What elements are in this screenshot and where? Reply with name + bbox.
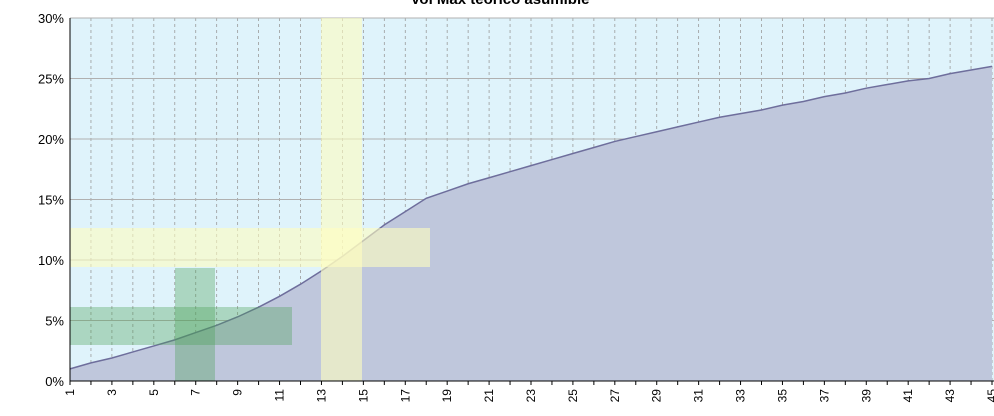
- x-tick-label: 1: [63, 389, 77, 396]
- x-tick-label: 17: [398, 389, 412, 403]
- x-tick-label: 5: [147, 389, 161, 396]
- line: [69, 65, 993, 370]
- yellow-band-h: [70, 228, 430, 267]
- marks: [69, 65, 993, 382]
- x-tick-label: 9: [231, 389, 245, 396]
- green-band-h: [70, 307, 292, 345]
- x-tick-label: 13: [314, 389, 328, 403]
- x-tick-label: 11: [273, 389, 287, 402]
- x-tick-label: 23: [524, 389, 538, 403]
- y-tick-label: 0%: [45, 374, 64, 389]
- x-tick-label: 25: [566, 389, 580, 403]
- y-tick-label: 25%: [38, 72, 64, 87]
- yellow-band-v: [321, 18, 362, 381]
- green-band-v: [175, 268, 215, 381]
- y-tick-label: 15%: [38, 193, 64, 208]
- x-tick-label: 43: [943, 389, 957, 403]
- highlights: [70, 18, 430, 381]
- chart-title: Vol Max teorico asumible: [411, 0, 590, 8]
- y-tick-label: 5%: [45, 314, 64, 329]
- x-tick-label: 29: [650, 389, 664, 403]
- y-tick-label: 30%: [38, 11, 64, 26]
- y-tick-label: 10%: [38, 253, 64, 268]
- x-tick-label: 39: [859, 389, 873, 403]
- x-tick-label: 37: [817, 389, 831, 403]
- x-tick-label: 41: [901, 389, 915, 403]
- y-tick-label: 20%: [38, 132, 64, 147]
- x-tick-label: 31: [692, 389, 706, 403]
- x-tick-label: 35: [775, 389, 789, 403]
- x-tick-label: 19: [440, 389, 454, 403]
- x-tick-label: 45: [985, 389, 994, 403]
- x-tick-label: 7: [189, 389, 203, 396]
- x-tick-label: 21: [482, 389, 496, 403]
- x-tick-label: 15: [356, 389, 370, 403]
- x-tick-label: 3: [105, 389, 119, 396]
- x-tick-label: 33: [734, 389, 748, 403]
- x-tick-label: 27: [608, 389, 622, 403]
- area: [70, 66, 992, 382]
